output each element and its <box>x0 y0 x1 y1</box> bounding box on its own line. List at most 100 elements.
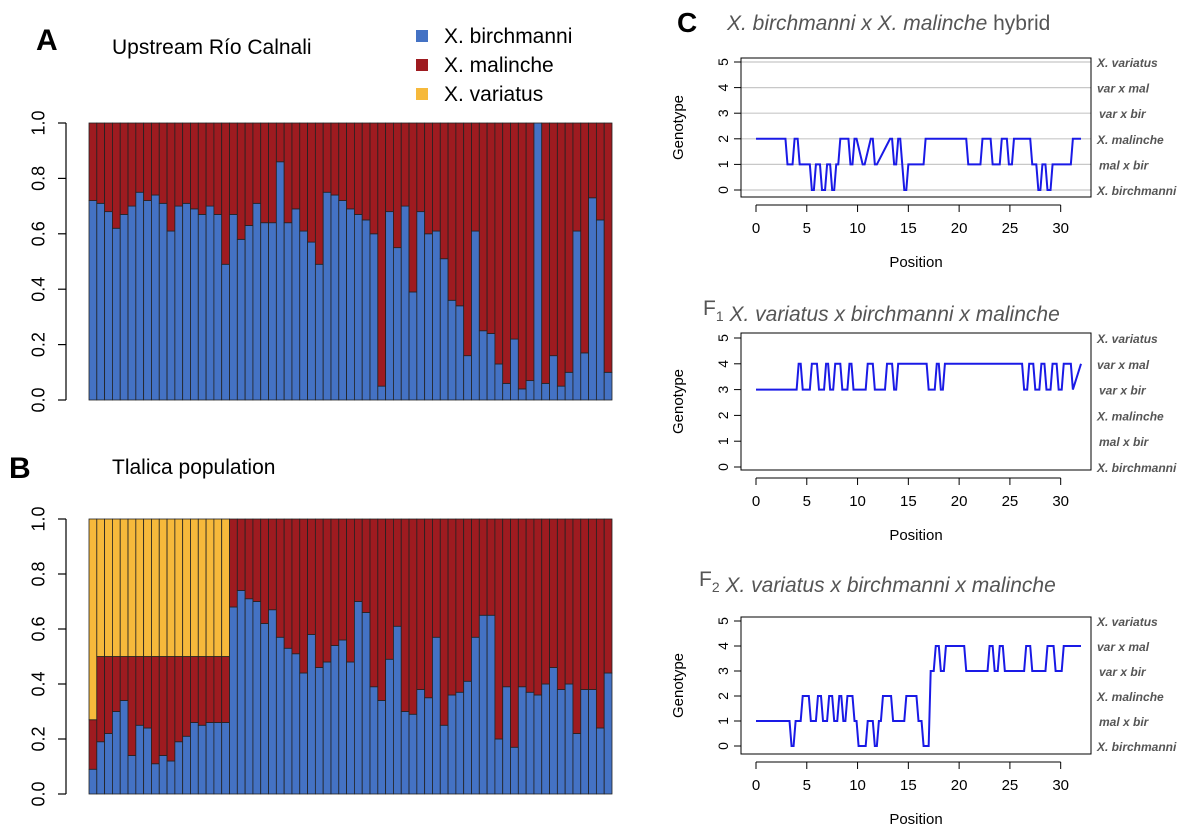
bar-segment <box>533 122 543 401</box>
genotype-label: X. variatus <box>1096 332 1158 346</box>
bar-segment <box>283 122 293 224</box>
bar-segment <box>283 647 293 795</box>
bar-segment <box>197 214 207 401</box>
bar-segment <box>112 656 121 712</box>
bar-segment <box>400 205 410 401</box>
bar-segment <box>299 518 308 674</box>
bar-segment <box>283 518 293 649</box>
bar-segment <box>432 230 441 401</box>
bar-segment <box>588 689 597 795</box>
bar-segment <box>127 656 137 756</box>
bar-segment <box>549 355 558 401</box>
x-tick-label: 15 <box>900 777 917 794</box>
bar-segment <box>96 656 106 743</box>
bar-segment <box>268 518 277 611</box>
y-tick-label: 4 <box>715 83 731 91</box>
bar-segment <box>260 222 269 401</box>
bar-segment <box>236 122 246 240</box>
bar-segment <box>400 711 410 795</box>
bar-segment <box>182 122 191 204</box>
y-tick-label: 0 <box>715 186 731 194</box>
bar-segment <box>119 700 129 795</box>
panel-title: Upstream Río Calnali <box>112 36 312 59</box>
y-tick-label: 1.0 <box>28 110 48 135</box>
bar-segment <box>182 518 191 657</box>
bar-segment <box>112 518 121 657</box>
bar-segment <box>369 233 379 401</box>
bar-segment <box>517 388 527 401</box>
bar-segment <box>158 122 168 204</box>
bar-segment <box>291 122 301 210</box>
bar-segment <box>127 205 137 401</box>
bar-segment <box>236 518 246 591</box>
bar-segment <box>580 122 589 354</box>
bar-segment <box>478 330 488 401</box>
genotype-label: var x bir <box>1099 107 1147 121</box>
bar-segment <box>556 518 566 690</box>
title-part: X. variatus x birchmanni x malinche <box>724 303 1060 326</box>
bar-segment <box>525 518 535 693</box>
bar-segment <box>299 122 308 232</box>
plot-frame <box>740 332 1092 471</box>
panel-title: X. birchmanni x X. malinche hybrid <box>726 12 1050 35</box>
bar-segment <box>494 122 504 365</box>
genotype-label: mal x bir <box>1099 158 1150 172</box>
bar-segment <box>330 122 340 196</box>
bar-segment <box>88 768 98 795</box>
bar-segment <box>478 614 488 795</box>
bar-segment <box>603 518 613 674</box>
x-tick-label: 20 <box>951 777 968 794</box>
panel-title: F1 X. variatus x birchmanni x malinche <box>703 297 1060 326</box>
y-tick-label: 5 <box>715 58 731 66</box>
bar-segment <box>143 518 152 657</box>
bar-segment <box>158 518 168 657</box>
bar-segment <box>494 363 504 401</box>
bar-segment <box>260 623 269 795</box>
bar-segment <box>197 724 207 795</box>
bar-segment <box>244 598 254 795</box>
x-tick-label: 0 <box>752 777 760 794</box>
bar-segment <box>260 518 269 624</box>
genotype-series <box>756 362 1082 391</box>
bar-segment <box>603 672 613 795</box>
genotype-label: X. birchmanni <box>1096 184 1177 198</box>
title-part: hybrid <box>987 12 1050 35</box>
bar-segment <box>182 656 191 737</box>
bar-segment <box>135 191 145 401</box>
bar-segment <box>307 241 316 401</box>
bar-segment <box>424 518 433 699</box>
bar-segment <box>525 691 535 795</box>
bar-segment <box>385 122 394 213</box>
genotype-label: mal x bir <box>1099 435 1150 449</box>
bar-segment <box>104 733 113 795</box>
bar-segment <box>510 518 519 748</box>
bar-segment <box>533 518 543 696</box>
bar-segment <box>174 518 184 657</box>
bar-segment <box>595 219 605 401</box>
bar-segment <box>471 230 480 401</box>
bar-segment <box>322 191 332 401</box>
bar-segment <box>510 338 519 401</box>
genotype-series <box>756 137 1081 191</box>
bar-segment <box>393 518 402 627</box>
bar-segment <box>275 161 285 401</box>
bar-segment <box>393 247 402 401</box>
y-tick-label: 0.4 <box>28 671 48 696</box>
bar-segment <box>127 755 137 795</box>
bar-segment <box>432 122 441 232</box>
bar-segment <box>229 214 238 401</box>
bar-segment <box>463 355 472 401</box>
bar-segment <box>205 722 215 795</box>
bar-segment <box>174 656 184 743</box>
bar-segment <box>416 122 426 213</box>
bar-segment <box>486 614 496 795</box>
bar-segment <box>119 122 129 215</box>
y-tick-label: 0.2 <box>28 726 48 751</box>
bar-segment <box>182 202 191 401</box>
bar-segment <box>517 686 527 795</box>
bar-segment <box>104 656 113 734</box>
bar-segment <box>385 211 394 401</box>
bar-segment <box>190 122 199 210</box>
bar-segment <box>135 724 145 795</box>
bar-segment <box>369 686 379 795</box>
